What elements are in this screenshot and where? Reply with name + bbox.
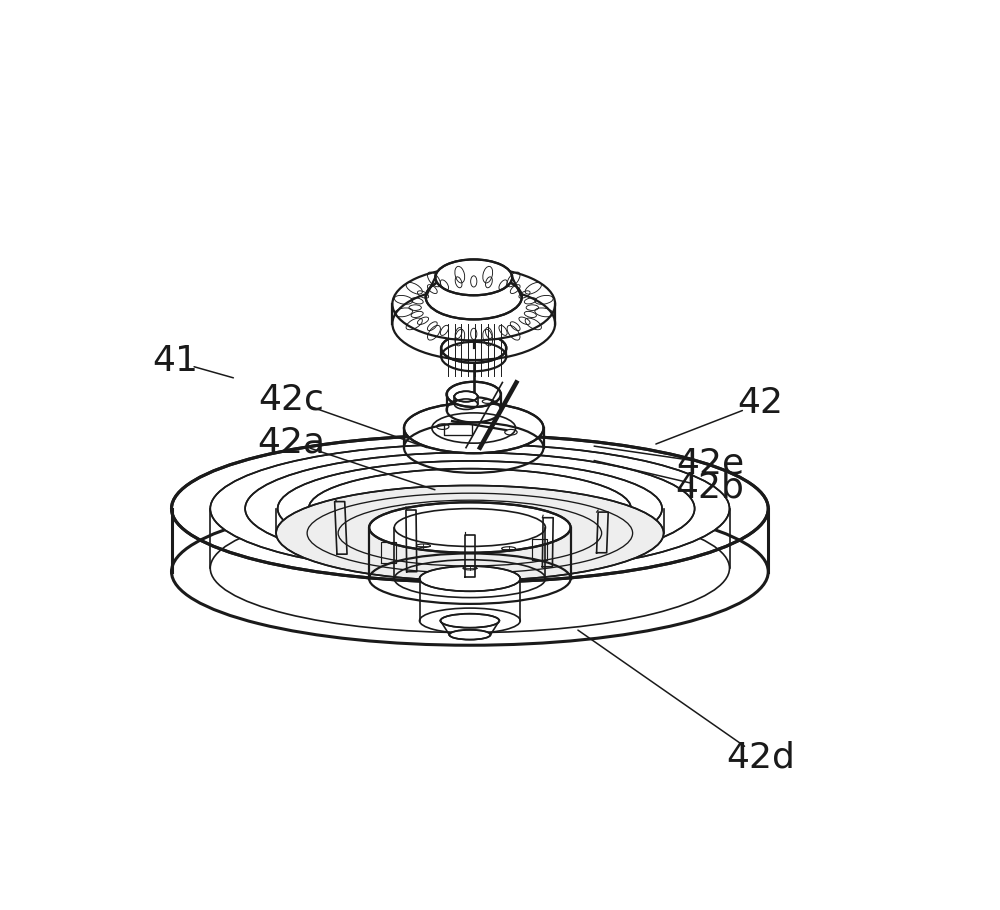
Ellipse shape: [210, 444, 730, 573]
Ellipse shape: [454, 391, 478, 401]
Ellipse shape: [278, 461, 662, 556]
Text: 42: 42: [738, 387, 784, 420]
Ellipse shape: [172, 435, 768, 582]
Ellipse shape: [276, 461, 664, 556]
Ellipse shape: [426, 275, 522, 319]
Ellipse shape: [369, 502, 571, 552]
Text: 42d: 42d: [726, 741, 795, 774]
Ellipse shape: [392, 268, 555, 340]
Ellipse shape: [309, 469, 631, 549]
Ellipse shape: [447, 382, 501, 407]
Text: 42e: 42e: [676, 446, 744, 480]
Ellipse shape: [449, 630, 490, 640]
Ellipse shape: [245, 452, 695, 564]
Text: 41: 41: [152, 345, 198, 379]
Ellipse shape: [440, 613, 499, 628]
Ellipse shape: [420, 566, 520, 592]
Text: 42a: 42a: [258, 425, 326, 459]
Ellipse shape: [441, 333, 506, 363]
Ellipse shape: [435, 259, 512, 296]
Text: 42c: 42c: [259, 383, 325, 417]
Ellipse shape: [404, 403, 544, 453]
Ellipse shape: [276, 485, 664, 581]
Text: 42b: 42b: [676, 470, 745, 504]
